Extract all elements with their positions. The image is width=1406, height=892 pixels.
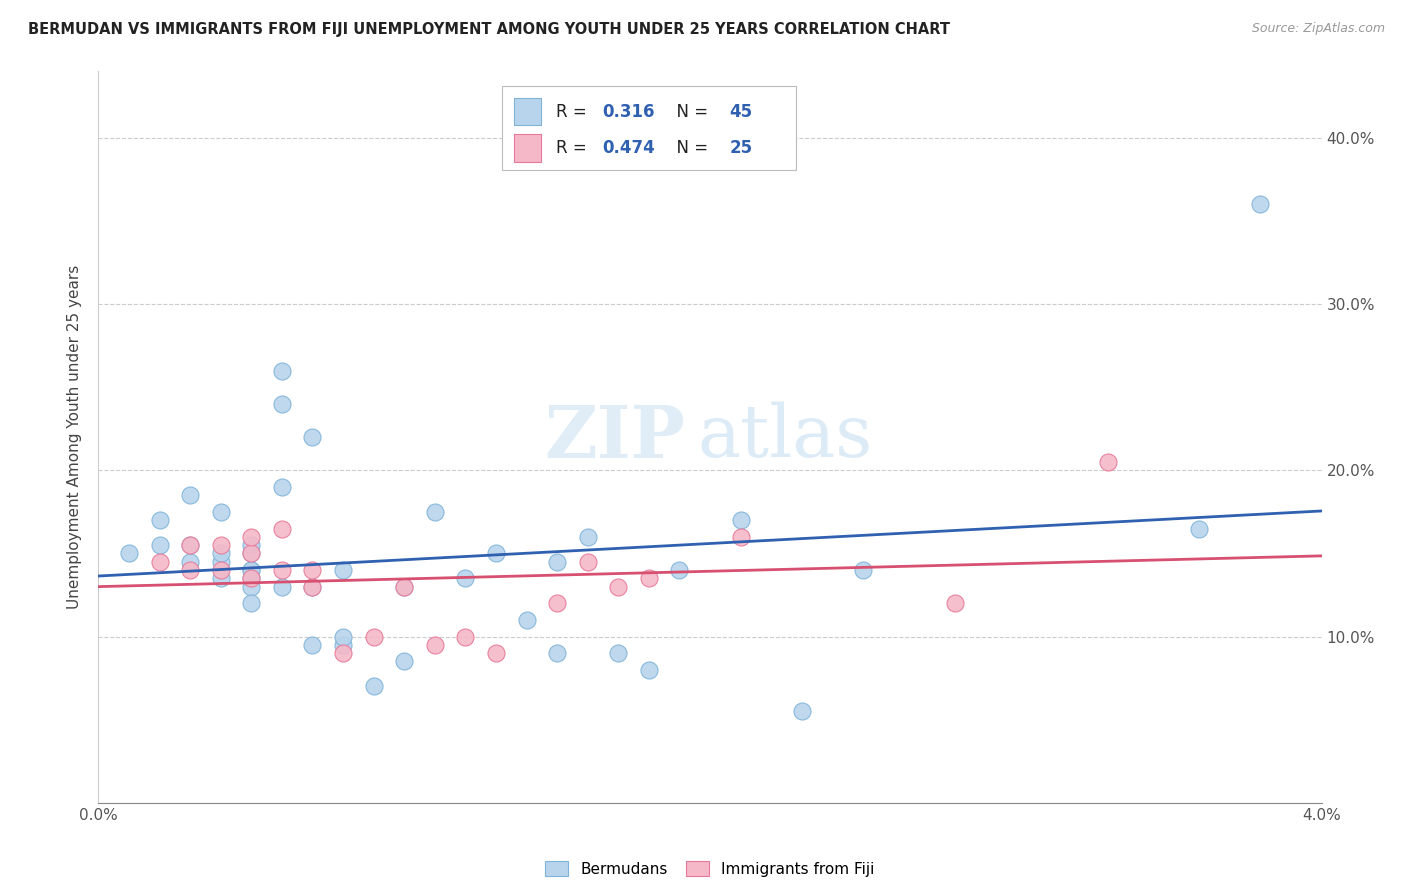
- Point: [240, 571, 263, 585]
- Point: [209, 505, 232, 519]
- Point: [149, 538, 172, 552]
- Legend: Bermudans, Immigrants from Fiji: Bermudans, Immigrants from Fiji: [540, 855, 880, 883]
- Point: [392, 580, 416, 594]
- Point: [149, 555, 172, 569]
- Text: BERMUDAN VS IMMIGRANTS FROM FIJI UNEMPLOYMENT AMONG YOUTH UNDER 25 YEARS CORRELA: BERMUDAN VS IMMIGRANTS FROM FIJI UNEMPLO…: [28, 22, 950, 37]
- Point: [149, 513, 172, 527]
- Text: R =: R =: [555, 103, 592, 120]
- Point: [423, 505, 446, 519]
- Point: [392, 655, 416, 669]
- Text: N =: N =: [666, 139, 713, 157]
- Point: [1249, 197, 1271, 211]
- Point: [668, 563, 690, 577]
- Point: [240, 563, 263, 577]
- Point: [209, 555, 232, 569]
- Point: [270, 580, 294, 594]
- Point: [179, 538, 201, 552]
- Point: [546, 555, 568, 569]
- Point: [730, 530, 752, 544]
- FancyBboxPatch shape: [502, 86, 796, 170]
- Point: [179, 538, 201, 552]
- Point: [240, 546, 263, 560]
- Point: [363, 630, 385, 644]
- Point: [240, 538, 263, 552]
- Point: [607, 580, 630, 594]
- Point: [240, 530, 263, 544]
- Point: [270, 563, 294, 577]
- Text: N =: N =: [666, 103, 713, 120]
- Point: [240, 546, 263, 560]
- Text: 25: 25: [730, 139, 752, 157]
- Point: [270, 521, 294, 535]
- Point: [209, 563, 232, 577]
- Point: [392, 580, 416, 594]
- Point: [301, 580, 323, 594]
- Point: [301, 430, 323, 444]
- Point: [852, 563, 875, 577]
- Point: [240, 580, 263, 594]
- Point: [270, 397, 294, 411]
- Point: [118, 546, 141, 560]
- Point: [1097, 455, 1119, 469]
- Point: [790, 705, 813, 719]
- Text: R =: R =: [555, 139, 592, 157]
- Text: 45: 45: [730, 103, 752, 120]
- Point: [270, 363, 294, 377]
- Point: [270, 480, 294, 494]
- Point: [209, 571, 232, 585]
- Point: [485, 646, 508, 660]
- Point: [546, 596, 568, 610]
- Point: [179, 555, 201, 569]
- Point: [607, 646, 630, 660]
- Text: 0.316: 0.316: [602, 103, 655, 120]
- Point: [179, 563, 201, 577]
- Point: [1188, 521, 1211, 535]
- FancyBboxPatch shape: [515, 98, 541, 126]
- Point: [943, 596, 966, 610]
- Text: atlas: atlas: [697, 401, 873, 473]
- Point: [637, 571, 661, 585]
- Point: [240, 596, 263, 610]
- FancyBboxPatch shape: [515, 135, 541, 162]
- Point: [332, 646, 354, 660]
- Point: [454, 571, 477, 585]
- Point: [301, 563, 323, 577]
- Y-axis label: Unemployment Among Youth under 25 years: Unemployment Among Youth under 25 years: [67, 265, 83, 609]
- Point: [363, 680, 385, 694]
- Point: [576, 555, 599, 569]
- Point: [516, 613, 538, 627]
- Point: [179, 488, 201, 502]
- Point: [637, 663, 661, 677]
- Point: [332, 563, 354, 577]
- Point: [240, 563, 263, 577]
- Point: [332, 630, 354, 644]
- Point: [209, 538, 232, 552]
- Text: 0.474: 0.474: [602, 139, 655, 157]
- Point: [209, 546, 232, 560]
- Point: [454, 630, 477, 644]
- Point: [576, 530, 599, 544]
- Point: [301, 580, 323, 594]
- Point: [301, 638, 323, 652]
- Point: [485, 546, 508, 560]
- Point: [332, 638, 354, 652]
- Text: ZIP: ZIP: [544, 401, 686, 473]
- Text: Source: ZipAtlas.com: Source: ZipAtlas.com: [1251, 22, 1385, 36]
- Point: [423, 638, 446, 652]
- Point: [240, 571, 263, 585]
- Point: [546, 646, 568, 660]
- Point: [730, 513, 752, 527]
